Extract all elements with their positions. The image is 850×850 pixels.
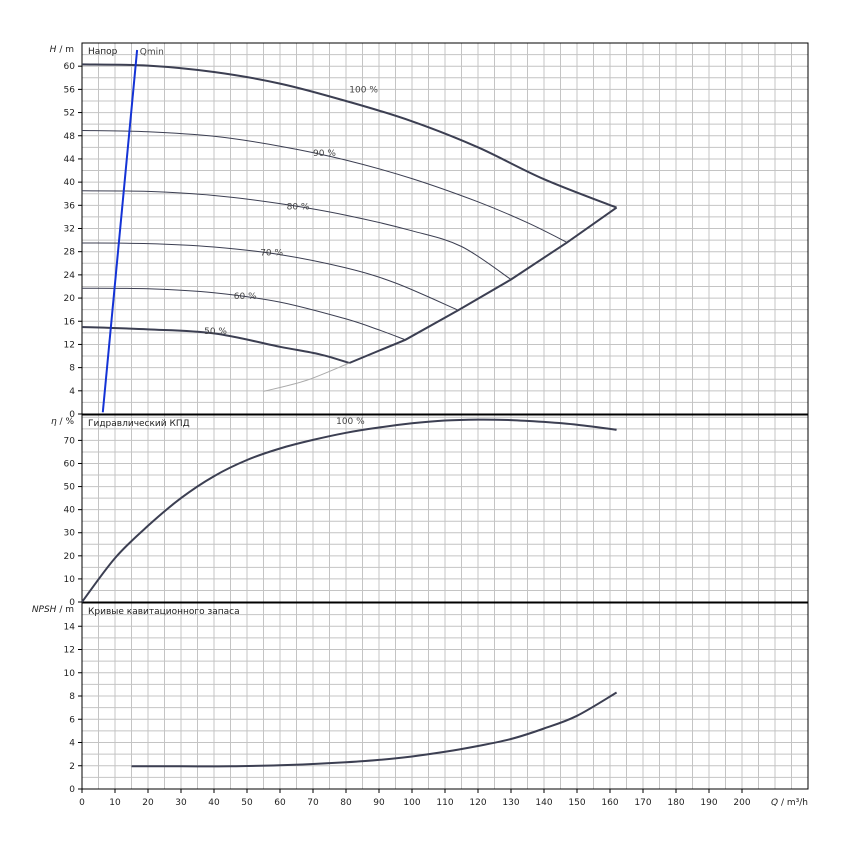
y-axis-label: H / m <box>50 45 74 55</box>
y-tick-label: 4 <box>69 387 75 397</box>
x-axis-separator: / <box>778 798 787 808</box>
y-tick-label: 8 <box>69 692 75 702</box>
series-curve-60 <box>81 287 406 341</box>
y-axis-separator: / <box>56 605 65 615</box>
y-tick-label: 24 <box>64 271 76 281</box>
x-tick-label: 60 <box>274 798 286 808</box>
curve-label: 100 % <box>336 417 365 427</box>
y-axis-unit: m <box>65 605 74 615</box>
y-tick-label: 0 <box>69 410 75 420</box>
x-axis-unit: m³/h <box>787 798 808 808</box>
y-tick-label: 12 <box>64 340 75 350</box>
y-tick-label: 14 <box>64 622 76 632</box>
x-tick-label: 10 <box>109 798 121 808</box>
y-tick-label: 56 <box>64 85 76 95</box>
y-tick-label: 6 <box>69 715 75 725</box>
curve-label: 100 % <box>349 85 378 95</box>
x-axis-quantity: Q <box>771 798 778 808</box>
x-tick-label: 130 <box>502 798 519 808</box>
y-axis-label: NPSH / m <box>32 605 74 615</box>
x-tick-label: 200 <box>733 798 750 808</box>
curve-label: 60 % <box>234 292 257 302</box>
y-tick-label: 20 <box>64 294 76 304</box>
curve-label: 50 % <box>204 327 227 337</box>
series-curve-100 <box>81 63 617 209</box>
y-tick-label: 4 <box>69 739 75 749</box>
x-tick-label: 90 <box>373 798 385 808</box>
y-tick-label: 36 <box>64 201 76 211</box>
series-curve-80 <box>81 190 512 280</box>
y-tick-label: 20 <box>64 552 76 562</box>
panel-title: Кривые кавитационного запаса <box>88 607 240 617</box>
x-tick-label: 180 <box>667 798 684 808</box>
y-tick-label: 70 <box>64 436 76 446</box>
y-axis-separator: / <box>56 45 65 55</box>
x-tick-label: 150 <box>568 798 585 808</box>
y-axis-label: η / % <box>51 417 74 427</box>
y-tick-label: 30 <box>64 529 76 539</box>
y-tick-label: 2 <box>69 762 75 772</box>
efficiency-panel: 0 10 20 30 40 50 60 70 η / % Гидравлический КПД 10… <box>51 414 809 608</box>
y-axis-quantity: NPSH <box>32 605 57 615</box>
auxiliary-curve <box>263 362 350 392</box>
series-curve-50 <box>81 326 350 364</box>
y-tick-label: 32 <box>64 225 75 235</box>
y-tick-label: 44 <box>64 155 76 165</box>
x-tick-label: 70 <box>307 798 319 808</box>
x-tick-label: 80 <box>340 798 352 808</box>
x-tick-label: 30 <box>175 798 187 808</box>
x-tick-label: 160 <box>601 798 618 808</box>
y-tick-label: 8 <box>69 364 75 374</box>
y-axis-unit: % <box>65 417 74 427</box>
x-tick-label: 0 <box>79 798 85 808</box>
x-tick-label: 120 <box>469 798 486 808</box>
y-tick-label: 60 <box>64 62 76 72</box>
x-tick-label: 110 <box>436 798 453 808</box>
y-tick-label: 50 <box>64 483 76 493</box>
operating-envelope-curve <box>348 206 618 364</box>
x-tick-label: 140 <box>535 798 552 808</box>
x-tick-label: 20 <box>142 798 154 808</box>
y-axis-quantity: H <box>50 45 57 55</box>
panel-title: Гидравлический КПД <box>88 419 190 429</box>
series-curve-90 <box>81 130 568 243</box>
panel-title: Напор <box>88 47 118 57</box>
y-tick-label: 40 <box>64 506 76 516</box>
y-tick-label: 28 <box>64 248 76 258</box>
x-tick-label: 100 <box>403 798 420 808</box>
x-tick-label: 170 <box>634 798 651 808</box>
x-tick-label: 190 <box>700 798 717 808</box>
y-tick-label: 0 <box>69 598 75 608</box>
y-tick-label: 60 <box>64 459 76 469</box>
x-tick-label: 50 <box>241 798 253 808</box>
y-axis-quantity: η <box>51 417 57 427</box>
curve-label: 90 % <box>313 149 336 159</box>
series-curve-2-0 <box>131 691 618 768</box>
x-tick-label: 40 <box>208 798 220 808</box>
y-tick-label: 10 <box>64 575 76 585</box>
curve-label: 80 % <box>287 202 310 212</box>
qmin-line <box>101 49 139 413</box>
curve-label: 70 % <box>260 249 283 259</box>
y-tick-label: 48 <box>64 132 76 142</box>
series-curve-100 <box>81 418 617 603</box>
y-tick-label: 12 <box>64 646 75 656</box>
y-axis-unit: m <box>65 45 74 55</box>
y-axis-separator: / <box>57 417 66 427</box>
series-curve-70 <box>81 242 459 311</box>
x-axis-label: Q / m³/h <box>771 798 808 808</box>
y-tick-label: 16 <box>64 317 76 327</box>
y-tick-label: 52 <box>64 109 75 119</box>
y-tick-label: 0 <box>69 785 75 795</box>
y-tick-label: 40 <box>64 178 76 188</box>
y-tick-label: 10 <box>64 669 76 679</box>
curve-label: Qmin <box>140 48 164 58</box>
